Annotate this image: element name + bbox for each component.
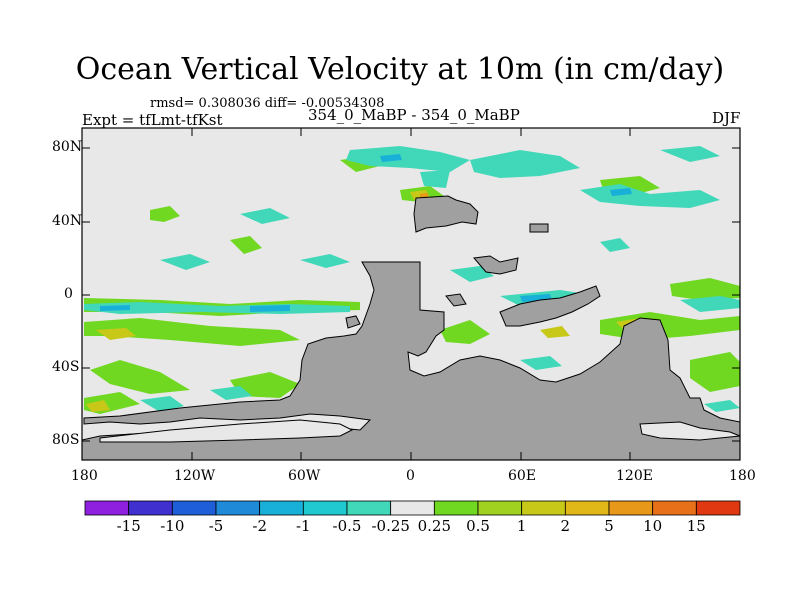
colorbar-swatch	[302, 500, 348, 516]
colorbar-swatch	[346, 500, 392, 516]
map-panel	[81, 127, 741, 461]
colorbar-label: 15	[686, 517, 706, 535]
runs-label: 354_0_MaBP - 354_0_MaBP	[308, 106, 520, 124]
x-tick-marks	[81, 128, 741, 460]
colorbar-swatch	[695, 500, 741, 516]
colorbar-swatch	[215, 500, 261, 516]
positive-patch	[690, 352, 740, 392]
colorbar-swatch	[433, 500, 479, 516]
experiment-label: Expt = tfLmt-tfKst	[82, 111, 223, 129]
negative-patch	[240, 208, 290, 224]
negative-patch	[600, 238, 630, 252]
negative-patch	[160, 254, 210, 270]
negative-patch	[140, 396, 184, 412]
negative-patch	[210, 386, 252, 400]
colorbar-label: -0.5	[332, 517, 362, 535]
colorbar-label: -1	[295, 517, 311, 535]
negative-patch	[250, 305, 290, 312]
colorbar-label: -2	[252, 517, 267, 535]
x-tick-label: 120E	[616, 468, 653, 484]
y-tick-label: 40S	[52, 359, 80, 375]
land-americas	[81, 261, 741, 461]
season-label: DJF	[712, 109, 741, 127]
colorbar-label: -5	[208, 517, 224, 535]
y-tick-marks	[82, 147, 740, 442]
positive-patch	[230, 372, 300, 398]
colorbar-swatch	[84, 500, 130, 516]
land-small-islands	[473, 255, 519, 275]
colorbar-label: 10	[643, 517, 663, 535]
colorbar-label: -0.25	[371, 517, 410, 535]
positive-patch	[150, 206, 180, 222]
y-tick-label: 0	[64, 286, 73, 302]
land-islet	[345, 315, 361, 329]
colorbar-swatch	[564, 500, 610, 516]
colorbar-label: 5	[604, 517, 614, 535]
x-tick-label: 60E	[508, 468, 537, 484]
negative-patch	[380, 154, 402, 162]
colorbar-swatch	[608, 500, 654, 516]
colorbar-swatch	[652, 500, 697, 516]
x-tick-label: 180	[729, 468, 756, 484]
positive-patch	[440, 320, 490, 344]
x-tick-label: 0	[406, 468, 415, 484]
land-greenland	[413, 195, 479, 233]
antarctic-shelf	[99, 419, 354, 443]
negative-patch	[660, 146, 720, 162]
colorbar-label: 0.5	[466, 517, 490, 535]
colorbar	[84, 500, 741, 516]
x-tick-label: 180	[71, 468, 98, 484]
positive-patch	[96, 328, 136, 340]
colorbar-label: -10	[160, 517, 185, 535]
colorbar-label: -15	[116, 517, 141, 535]
negative-patch	[420, 170, 450, 188]
land-masks	[81, 195, 741, 461]
land-arabia	[499, 285, 601, 327]
positive-patch	[420, 193, 428, 198]
colorbar-swatch	[521, 500, 566, 516]
colorbar-swatch	[171, 500, 217, 516]
y-tick-label: 80N	[52, 139, 83, 155]
colorbar-label: 1	[516, 517, 527, 535]
positive-patch	[670, 278, 740, 300]
colorbar-swatch	[259, 500, 304, 516]
positive-patch	[90, 360, 190, 394]
negative-patch	[704, 400, 740, 412]
negative-patch	[346, 146, 470, 172]
negative-patch	[520, 356, 562, 370]
y-tick-label: 80S	[52, 432, 80, 448]
land-peninsula	[445, 293, 467, 307]
negative-patch	[610, 188, 632, 196]
negative-patch	[450, 266, 494, 282]
chart-title: Ocean Vertical Velocity at 10m (in cm/da…	[75, 52, 725, 87]
negative-patch	[470, 150, 580, 178]
negative-patch	[680, 296, 740, 312]
positive-patch	[230, 236, 262, 254]
negative-patch	[100, 305, 130, 311]
negative-patch	[300, 254, 350, 268]
colorbar-swatch	[390, 500, 435, 516]
x-tick-label: 120W	[174, 468, 216, 484]
colorbar-swatch	[477, 500, 523, 516]
stats-line: rmsd= 0.308036 diff= -0.00534308	[150, 96, 385, 111]
colorbar-swatch	[128, 500, 173, 516]
positive-patch	[84, 318, 300, 346]
y-tick-label: 40N	[52, 213, 83, 229]
colorbar-label: 0.25	[417, 517, 451, 535]
x-tick-label: 60W	[288, 468, 321, 484]
colorbar-label: 2	[560, 517, 571, 535]
positive-patch	[86, 400, 110, 412]
positive-patch	[540, 326, 570, 338]
land-kerguelen	[529, 223, 549, 233]
